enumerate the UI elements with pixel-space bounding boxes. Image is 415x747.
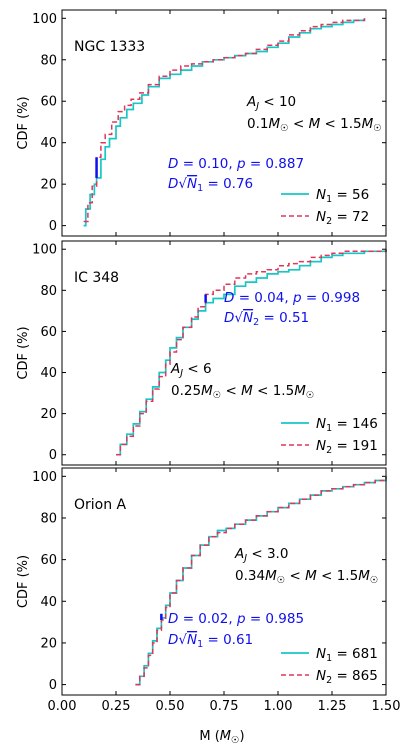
- y-tick-label: 0: [49, 678, 57, 693]
- legend-label-n2: N2 = 72: [316, 209, 369, 227]
- axes-frame: [61, 9, 387, 237]
- x-axis-label: M (M☉): [199, 729, 244, 746]
- legend-label-n1: N1 = 56: [316, 187, 369, 205]
- ks-statistic: D = 0.02, p = 0.985: [168, 611, 304, 627]
- legend: N1 = 681 N2 = 865: [281, 646, 378, 686]
- x-tick-label: 1.50: [372, 699, 401, 714]
- panel-title: NGC 1333: [74, 39, 145, 55]
- condition-mass-range: 0.34M☉ < M < 1.5M☉: [235, 568, 378, 586]
- ks-statistic: D = 0.04, p = 0.998: [224, 290, 360, 306]
- ks-statistic: D = 0.10, p = 0.887: [168, 156, 304, 172]
- panel-1: 0 20 40 60 80 100 CDF (%) NGC 1333 AJ < 10 0.1M☉ …: [16, 9, 387, 237]
- legend: N1 = 56 N2 = 72: [281, 187, 369, 227]
- legend-label-n2: N2 = 865: [316, 668, 378, 686]
- panel-3: 0 20 40 60 80 100 0.00 0.25 0.50 0.75 1.00 1.25 1.50…: [16, 467, 401, 714]
- ks-scaled-statistic: D√N1 = 0.76: [168, 176, 253, 194]
- x-tick-label: 1.00: [264, 699, 293, 714]
- y-axis-label: CDF (%): [16, 96, 31, 149]
- panel-2: 0 20 40 60 80 100 CDF (%) IC 348 AJ < 6 0.25M☉ < …: [16, 240, 387, 466]
- y-tick-label: 80: [40, 511, 57, 526]
- y-tick-label: 20: [40, 636, 57, 651]
- axes-frame: [61, 240, 387, 466]
- y-tick-label: 100: [32, 243, 57, 258]
- condition-extinction: AJ < 6: [170, 361, 212, 379]
- panel-title: Orion A: [74, 497, 127, 513]
- cdf-line-n2: [83, 18, 366, 223]
- legend: N1 = 146 N2 = 191: [281, 416, 378, 456]
- ks-scaled-statistic: D√N2 = 0.51: [224, 310, 309, 328]
- y-tick-label: 20: [40, 178, 57, 193]
- y-tick-label: 60: [40, 95, 57, 110]
- panels: 0 20 40 60 80 100 CDF (%) NGC 1333 AJ < 10 0.1M☉ …: [16, 9, 401, 714]
- y-tick-label: 20: [40, 407, 57, 422]
- y-tick-label: 40: [40, 366, 57, 381]
- x-tick-label: 0.25: [102, 699, 131, 714]
- y-tick-label: 80: [40, 53, 57, 68]
- y-axis-label: CDF (%): [16, 326, 31, 379]
- condition-mass-range: 0.1M☉ < M < 1.5M☉: [247, 116, 382, 134]
- y-tick-label: 40: [40, 136, 57, 151]
- legend-label-n2: N2 = 191: [316, 438, 378, 456]
- x-tick-label: 1.25: [318, 699, 347, 714]
- cdf-line-n2: [135, 476, 387, 686]
- y-tick-label: 40: [40, 595, 57, 610]
- legend-label-n1: N1 = 146: [316, 416, 378, 434]
- y-tick-label: 60: [40, 325, 57, 340]
- axes-frame: [61, 467, 387, 696]
- condition-extinction: AJ < 3.0: [234, 546, 288, 564]
- y-tick-label: 80: [40, 284, 57, 299]
- y-axis-label: CDF (%): [16, 555, 31, 608]
- cdf-line-n1: [83, 18, 366, 227]
- condition-mass-range: 0.25M☉ < M < 1.5M☉: [171, 383, 314, 401]
- condition-extinction: AJ < 10: [246, 94, 296, 112]
- y-tick-label: 100: [32, 470, 57, 485]
- y-tick-label: 60: [40, 553, 57, 568]
- y-tick-label: 0: [49, 219, 57, 234]
- y-tick-label: 0: [49, 448, 57, 463]
- x-tick-label: 0.50: [156, 699, 185, 714]
- ks-scaled-statistic: D√N1 = 0.61: [168, 632, 253, 650]
- x-tick-label: 0.75: [210, 699, 239, 714]
- x-tick-label: 0.00: [48, 699, 77, 714]
- legend-label-n1: N1 = 681: [316, 646, 378, 664]
- panel-title: IC 348: [74, 270, 119, 286]
- y-tick-label: 100: [32, 12, 57, 27]
